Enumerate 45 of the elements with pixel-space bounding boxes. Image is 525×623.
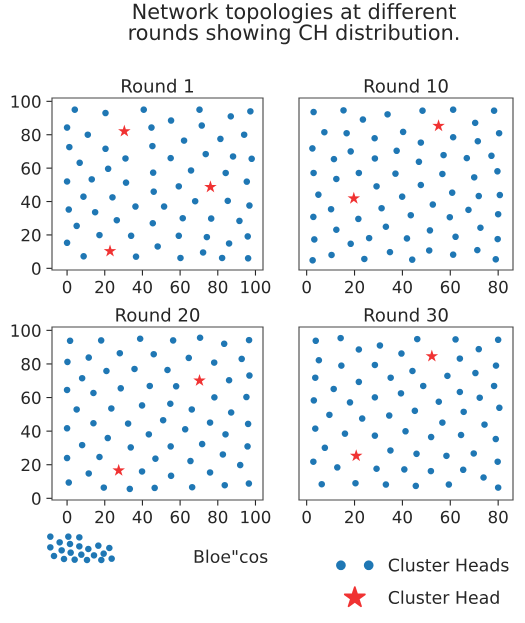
chart-title: Round 1: [122, 78, 194, 93]
chart-title: Round 30: [364, 308, 448, 322]
x-tick-label: 60: [170, 510, 190, 524]
x-tick-label: 60: [440, 510, 460, 524]
point: [204, 180, 217, 192]
x-tick-label: 80: [208, 280, 228, 294]
x-tick-label: 20: [95, 280, 114, 294]
x-tick-label: 60: [170, 280, 190, 294]
y-tick-label: 80: [22, 358, 40, 371]
chart-title: Round 20: [116, 308, 200, 322]
x-tick-label: 80: [488, 510, 508, 524]
x-tick-label: 80: [208, 510, 228, 524]
legend-label: Cluster Heads: [388, 558, 509, 572]
point: [118, 124, 131, 137]
y-tick-label: 60: [22, 162, 40, 175]
y-tick-label: 80: [22, 128, 40, 142]
y-tick-label: 20: [22, 228, 40, 242]
x-tick-label: 20: [345, 510, 364, 524]
x-tick-label: 100: [241, 510, 270, 524]
x-tick-label: 80: [488, 280, 508, 294]
y-tick-label: 0: [32, 492, 40, 505]
text: Network topologies at different rounds showing CH distribution.: [129, 3, 458, 44]
legend-label: Cluster Head: [388, 590, 499, 604]
point: [104, 244, 116, 256]
x-tick-label: 40: [392, 280, 412, 294]
x-tick-label: 0: [62, 280, 72, 294]
x-tick-label: 40: [132, 510, 152, 524]
x-tick-label: 0: [62, 510, 72, 524]
x-tick-label: 60: [440, 280, 460, 294]
y-tick-label: 40: [21, 195, 40, 208]
y-tick-label: 20: [22, 458, 40, 472]
x-tick-label: 100: [241, 280, 270, 294]
x-tick-label: 0: [302, 280, 311, 294]
chart-title: Round 10: [364, 78, 448, 93]
y-tick-label: 100: [12, 95, 40, 108]
x-tick-label: 20: [95, 510, 114, 524]
y-tick-label: 40: [21, 425, 40, 438]
y-tick-label: 0: [32, 262, 40, 275]
text: Bloe"cos: [194, 550, 268, 564]
x-tick-label: 40: [132, 280, 152, 294]
x-tick-label: 40: [392, 510, 412, 524]
y-tick-label: 60: [22, 392, 40, 404]
x-tick-label: 0: [302, 510, 311, 524]
x-tick-label: 20: [345, 280, 364, 294]
y-tick-label: 100: [12, 324, 40, 337]
